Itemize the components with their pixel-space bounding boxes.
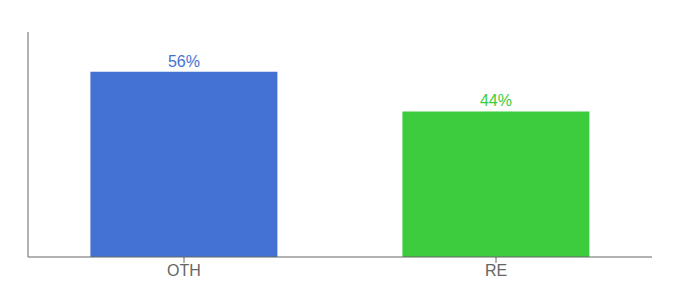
svg-text:56%: 56% bbox=[168, 53, 200, 70]
svg-text:44%: 44% bbox=[480, 92, 512, 109]
svg-text:RE: RE bbox=[485, 262, 507, 279]
svg-text:OTH: OTH bbox=[167, 262, 201, 279]
